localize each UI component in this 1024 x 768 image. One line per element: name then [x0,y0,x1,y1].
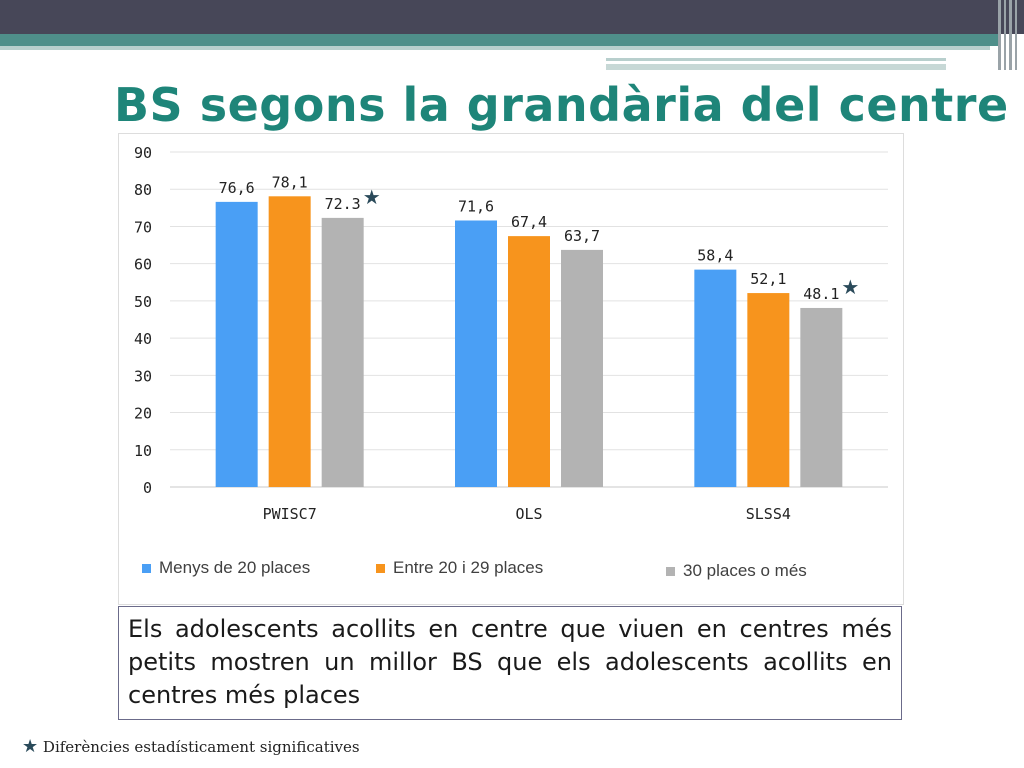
bar [561,249,603,487]
legend-swatch [666,567,675,577]
conclusion-text: Els adolescents acollits en centre que v… [118,606,902,720]
light-stripe [0,46,990,50]
data-label: 72.3 [325,195,361,213]
y-tick-label: 50 [134,293,152,311]
x-category-label: OLS [515,505,542,523]
y-tick-label: 70 [134,218,152,236]
bar [694,269,737,487]
bar [268,196,311,488]
bar [747,293,790,487]
x-category-label: SLSS4 [746,505,791,523]
bar [508,236,550,487]
legend-label: Menys de 20 places [159,558,311,577]
light-stripe-short [606,58,946,61]
y-tick-label: 80 [134,181,152,199]
y-tick-label: 40 [134,330,152,348]
data-label: 63,7 [564,227,600,245]
data-label: 76,6 [219,179,255,197]
y-tick-label: 0 [143,479,152,497]
y-tick-label: 10 [134,442,152,460]
data-label: 48.1 [803,285,839,303]
top-banner [0,0,1024,34]
footnote-text: Diferències estadísticament significativ… [42,738,360,756]
teal-stripe [0,34,1000,46]
slide-title: BS segons la grandària del centre [114,78,1009,132]
y-tick-label: 30 [134,367,152,385]
decorative-vertical-bars [996,0,1024,70]
bar [800,307,843,487]
y-tick-label: 60 [134,256,152,274]
data-label: 52,1 [750,270,786,288]
bar [321,217,364,487]
data-label: 78,1 [272,173,308,191]
significance-star-icon: ★ [363,185,381,209]
x-category-label: PWISC7 [263,505,317,523]
legend-label: Entre 20 i 29 places [393,558,544,577]
bar [455,220,497,487]
legend-item: Entre 20 i 29 places [376,558,543,578]
y-tick-label: 20 [134,405,152,423]
data-label: 67,4 [511,213,547,231]
bar [215,201,258,487]
light-stripe-short-2 [606,64,946,70]
footnote: ★ Diferències estadísticament significat… [22,736,360,757]
legend-label: 30 places o més [683,561,807,580]
significance-star-icon: ★ [841,275,859,299]
data-label: 58,4 [697,247,733,265]
data-label: 71,6 [458,197,494,215]
legend-swatch [142,564,151,574]
legend-item: 30 places o més [666,561,807,581]
y-tick-label: 90 [134,144,152,162]
legend-swatch [376,564,385,574]
legend-item: Menys de 20 places [142,558,310,578]
star-icon: ★ [22,736,39,757]
